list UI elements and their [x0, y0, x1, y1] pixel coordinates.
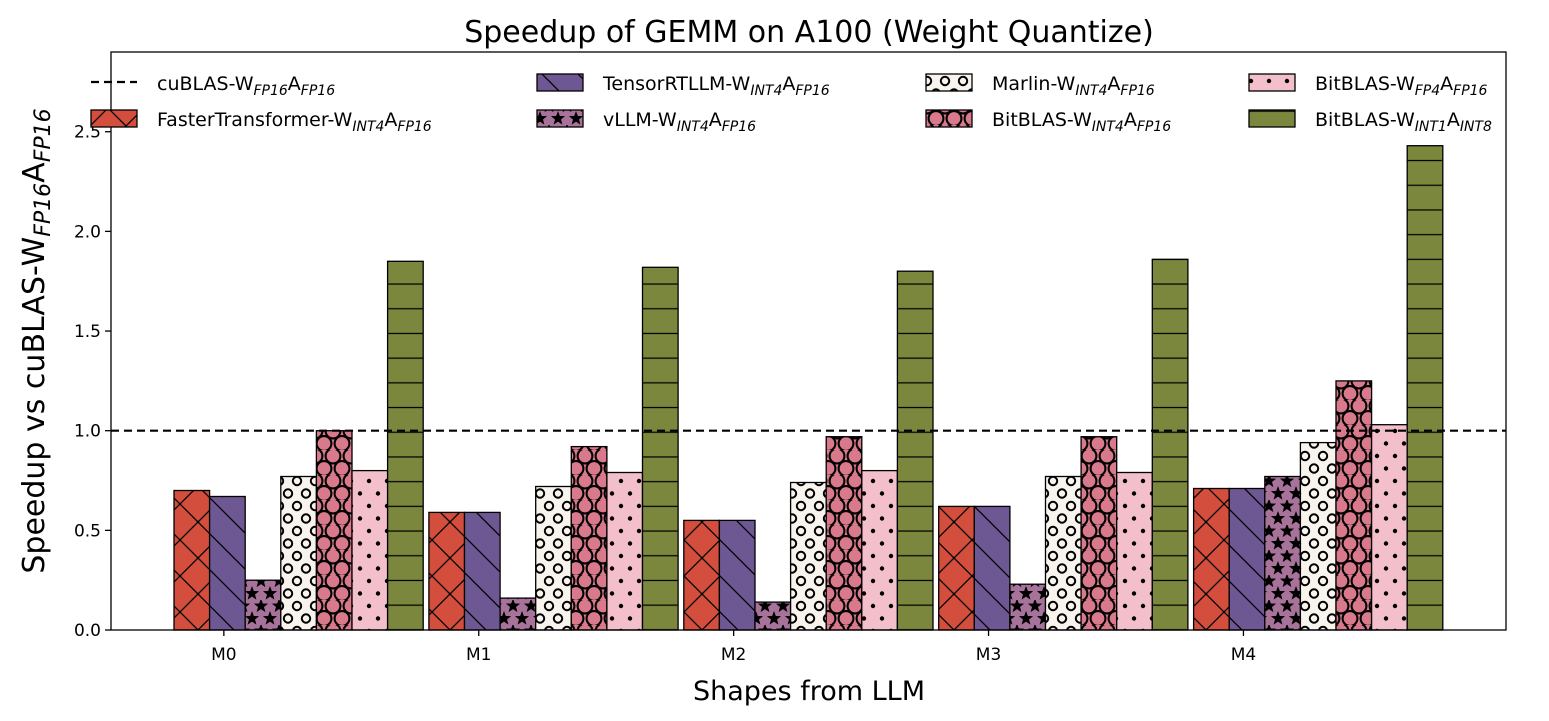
bar-m0-series-2 [244, 579, 282, 631]
legend-swatch [925, 109, 973, 128]
bar-m3-series-0 [938, 505, 975, 631]
legend-entry: FasterTransformer-WINT4AFP16 [90, 109, 432, 135]
y-tick-label: 2.0 [74, 222, 101, 242]
legend-entry: BitBLAS-WINT4AFP16 [925, 109, 1171, 135]
legend-entry: Marlin-WINT4AFP16 [925, 73, 1155, 99]
y-axis-label: Speedup vs cuBLAS-WFP16AFP16 [17, 108, 56, 573]
legend-label: BitBLAS-WINT1AINT8 [1315, 109, 1492, 135]
bar-m1-series-3 [535, 485, 572, 631]
bar-m4-series-3 [1299, 441, 1337, 631]
x-axis: M0 M1 M2 M3 M4 [211, 630, 1256, 665]
bar-m1-series-0 [428, 511, 466, 631]
plot-frame [110, 51, 1507, 631]
y-axis: 0.0 0.5 1.0 1.5 2.0 2.5 [74, 123, 111, 641]
bar-m3-series-3 [1044, 475, 1082, 631]
legend-swatch [1248, 73, 1296, 92]
x-tick-label: M3 [976, 645, 1001, 665]
bar-m0-series-3 [280, 475, 318, 631]
bar-m4-series-0 [1192, 487, 1230, 631]
bar-m1-series-4 [570, 445, 608, 631]
legend-swatch [1248, 109, 1296, 128]
bar-m4-series-2 [1264, 475, 1302, 631]
bar-m3-series-6 [1151, 258, 1189, 631]
legend-swatch [925, 73, 973, 92]
legend-label: FasterTransformer-WINT4AFP16 [157, 109, 432, 135]
bar-m2-series-2 [754, 601, 792, 631]
legend-entry: vLLM-WINT4AFP16 [536, 109, 756, 135]
bar-m2-series-0 [683, 519, 721, 631]
bar-m4-series-5 [1370, 424, 1408, 631]
bar-m0-series-0 [173, 489, 211, 631]
legend-entry: BitBLAS-WINT1AINT8 [1248, 109, 1492, 135]
y-tick-label: 1.5 [74, 322, 101, 342]
bar-m1-series-2 [499, 597, 537, 631]
legend-label: Marlin-WINT4AFP16 [992, 73, 1155, 99]
legend-swatch [536, 109, 584, 128]
bar-m2-series-6 [896, 270, 934, 631]
bar-m3-series-2 [1009, 583, 1047, 631]
bar-m3-series-1 [973, 505, 1011, 631]
y-tick-label: 0.5 [74, 521, 101, 541]
bar-m1-series-1 [463, 511, 501, 631]
x-tick-label: M0 [211, 645, 236, 665]
bar-m2-series-3 [789, 481, 827, 631]
x-tick-label: M2 [721, 645, 746, 665]
legend-swatch [90, 109, 138, 128]
bar-m4-series-6 [1406, 145, 1444, 631]
bar-m0-series-6 [386, 260, 424, 631]
bar-m0-series-1 [208, 495, 246, 631]
bar-m1-series-5 [606, 471, 644, 631]
y-tick-label: 0.0 [74, 621, 101, 641]
legend-label: BitBLAS-WINT4AFP16 [992, 109, 1171, 135]
bar-m3-series-4 [1080, 436, 1118, 631]
legend-entry: cuBLAS-WFP16AFP16 [91, 73, 335, 99]
legend-swatch [536, 73, 584, 92]
legend-label: TensorRTLLM-WINT4AFP16 [602, 73, 830, 99]
bar-m4-series-1 [1228, 487, 1266, 631]
legend: cuBLAS-WFP16AFP16 FasterTransformer-WINT4… [90, 73, 1492, 135]
x-axis-label: Shapes from LLM [693, 676, 925, 707]
legend-label: BitBLAS-WFP4AFP16 [1315, 73, 1488, 99]
y-tick-label: 1.0 [74, 422, 101, 442]
bar-m4-series-4 [1335, 380, 1373, 631]
x-tick-label: M4 [1231, 645, 1256, 665]
bar-m2-series-5 [861, 469, 899, 631]
bar-m2-series-4 [825, 436, 863, 631]
x-tick-label: M1 [466, 645, 491, 665]
bar-m3-series-5 [1116, 471, 1153, 631]
legend-label: vLLM-WINT4AFP16 [603, 109, 756, 135]
bars-group [173, 145, 1444, 631]
legend-label: cuBLAS-WFP16AFP16 [157, 73, 335, 99]
bar-m1-series-6 [641, 266, 679, 631]
bar-m2-series-1 [718, 519, 756, 631]
chart-title: Speedup of GEMM on A100 (Weight Quantize… [464, 15, 1154, 50]
y-tick-label: 2.5 [74, 123, 101, 143]
legend-entry: BitBLAS-WFP4AFP16 [1248, 73, 1488, 99]
legend-entry: TensorRTLLM-WINT4AFP16 [536, 73, 830, 99]
bar-m0-series-4 [315, 430, 353, 631]
bar-m0-series-5 [351, 469, 389, 631]
